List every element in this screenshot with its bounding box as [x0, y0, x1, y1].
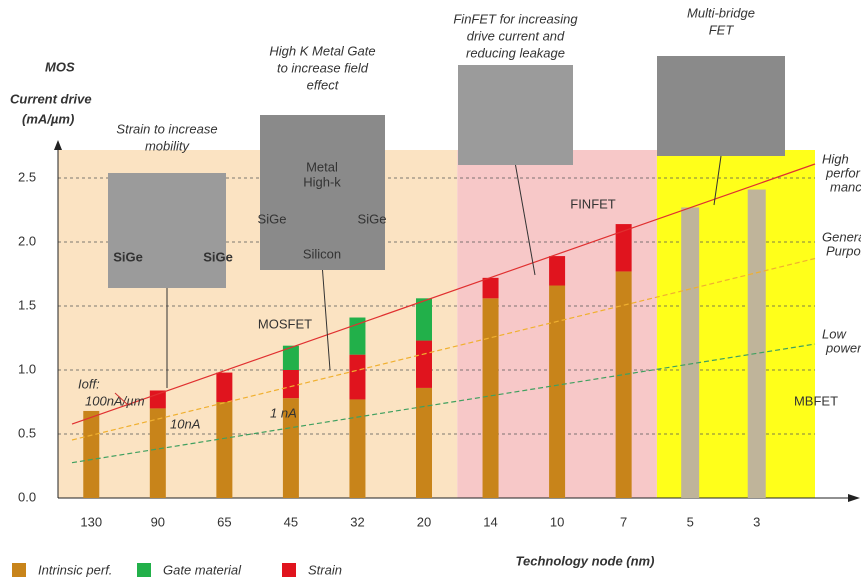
- region: [656, 150, 815, 498]
- caption: FET: [709, 22, 735, 37]
- bar-segment: [482, 277, 499, 299]
- y-title: Current drive: [10, 91, 92, 106]
- y-tick-label: 1.5: [18, 297, 36, 312]
- image-text: SiGe: [258, 211, 287, 226]
- x-tick-label: 65: [217, 514, 231, 529]
- arrow: [515, 164, 536, 276]
- x-tick-label: 45: [284, 514, 298, 529]
- image-text: High-k: [303, 174, 341, 189]
- region-label: MBFET: [794, 393, 838, 408]
- bar-segment: [681, 207, 700, 498]
- bar-segment: [83, 410, 100, 498]
- trend-label: Purpose: [826, 243, 861, 258]
- legend-swatch: [282, 563, 296, 577]
- y-tick-label: 1.0: [18, 361, 36, 376]
- image: [458, 65, 573, 165]
- bar-segment: [549, 285, 566, 498]
- annotation: 1 nA: [270, 405, 297, 420]
- caption: mobility: [145, 138, 191, 153]
- trend-line: [71, 163, 816, 425]
- bar-segment: [216, 372, 233, 402]
- region-label: MOSFET: [258, 316, 312, 331]
- region-label: FINFET: [570, 196, 616, 211]
- annotation: 100nA/µm: [85, 393, 145, 408]
- bar-segment: [149, 408, 166, 498]
- legend-label: Intrinsic perf.: [38, 562, 112, 577]
- bar-segment: [349, 317, 366, 355]
- image: [260, 115, 385, 270]
- x-tick-label: 20: [417, 514, 431, 529]
- x-tick-label: 14: [483, 514, 497, 529]
- bar-segment: [482, 298, 499, 498]
- bar-segment: [747, 189, 766, 498]
- legend-label: Gate material: [163, 562, 242, 577]
- arrow: [713, 155, 722, 206]
- annotation: Ioff:: [78, 376, 100, 391]
- x-tick-label: 10: [550, 514, 564, 529]
- x-tick-label: 90: [151, 514, 165, 529]
- x-tick-label: 3: [753, 514, 760, 529]
- image-text: Silicon: [303, 246, 341, 261]
- bar-segment: [282, 398, 299, 498]
- image-text: SiGe: [358, 211, 387, 226]
- bar-segment: [615, 224, 632, 272]
- caption: Strain to increase: [116, 121, 217, 136]
- annotation: 10nA: [170, 416, 200, 431]
- y-title: MOS: [45, 59, 75, 74]
- caption: FinFET for increasing: [453, 11, 578, 26]
- caption: reducing leakage: [466, 45, 565, 60]
- image: [657, 56, 785, 156]
- legend-swatch: [137, 563, 151, 577]
- y-tick-label: 2.0: [18, 233, 36, 248]
- y-tick-label: 2.5: [18, 169, 36, 184]
- trend-label: Low: [822, 326, 847, 341]
- trend-label: High: [822, 151, 849, 166]
- trend-label: perfor: [825, 165, 861, 180]
- image-text: SiGe: [203, 249, 233, 264]
- image-text: Metal: [306, 159, 338, 174]
- x-tick-label: 32: [350, 514, 364, 529]
- x-tick-label: 7: [620, 514, 627, 529]
- bar-segment: [216, 402, 233, 498]
- x-arrow: [848, 494, 860, 502]
- bar-segment: [349, 354, 366, 400]
- bar-segment: [416, 298, 432, 341]
- x-tick-label: 5: [687, 514, 694, 529]
- bar-segment: [416, 387, 432, 498]
- bar-segment: [282, 345, 299, 370]
- y-tick-label: 0.0: [18, 489, 36, 504]
- pointer: [114, 392, 129, 406]
- arrow: [322, 269, 331, 371]
- image: [108, 173, 226, 288]
- bar-segment: [416, 340, 432, 388]
- y-title: (mA/µm): [22, 111, 74, 126]
- bar-segment: [615, 271, 632, 498]
- legend-swatch: [12, 563, 26, 577]
- caption: High K Metal Gate: [269, 43, 375, 58]
- caption: drive current and: [467, 28, 565, 43]
- caption: to increase field: [277, 60, 369, 75]
- bar-segment: [282, 370, 299, 399]
- image-text: SiGe: [113, 249, 143, 264]
- trend-label: power: [825, 340, 861, 355]
- y-arrow: [54, 140, 62, 150]
- caption: Multi-bridge: [687, 5, 755, 20]
- trend-label: General: [822, 229, 861, 244]
- bar-segment: [349, 399, 366, 498]
- caption: effect: [307, 77, 340, 92]
- y-tick-label: 0.5: [18, 425, 36, 440]
- trend-label: mance: [830, 179, 861, 194]
- x-title: Technology node (nm): [516, 553, 655, 568]
- trend-line: [71, 343, 816, 464]
- x-tick-label: 130: [80, 514, 102, 529]
- legend-label: Strain: [308, 562, 342, 577]
- bar-segment: [149, 390, 166, 409]
- bar-segment: [549, 256, 566, 286]
